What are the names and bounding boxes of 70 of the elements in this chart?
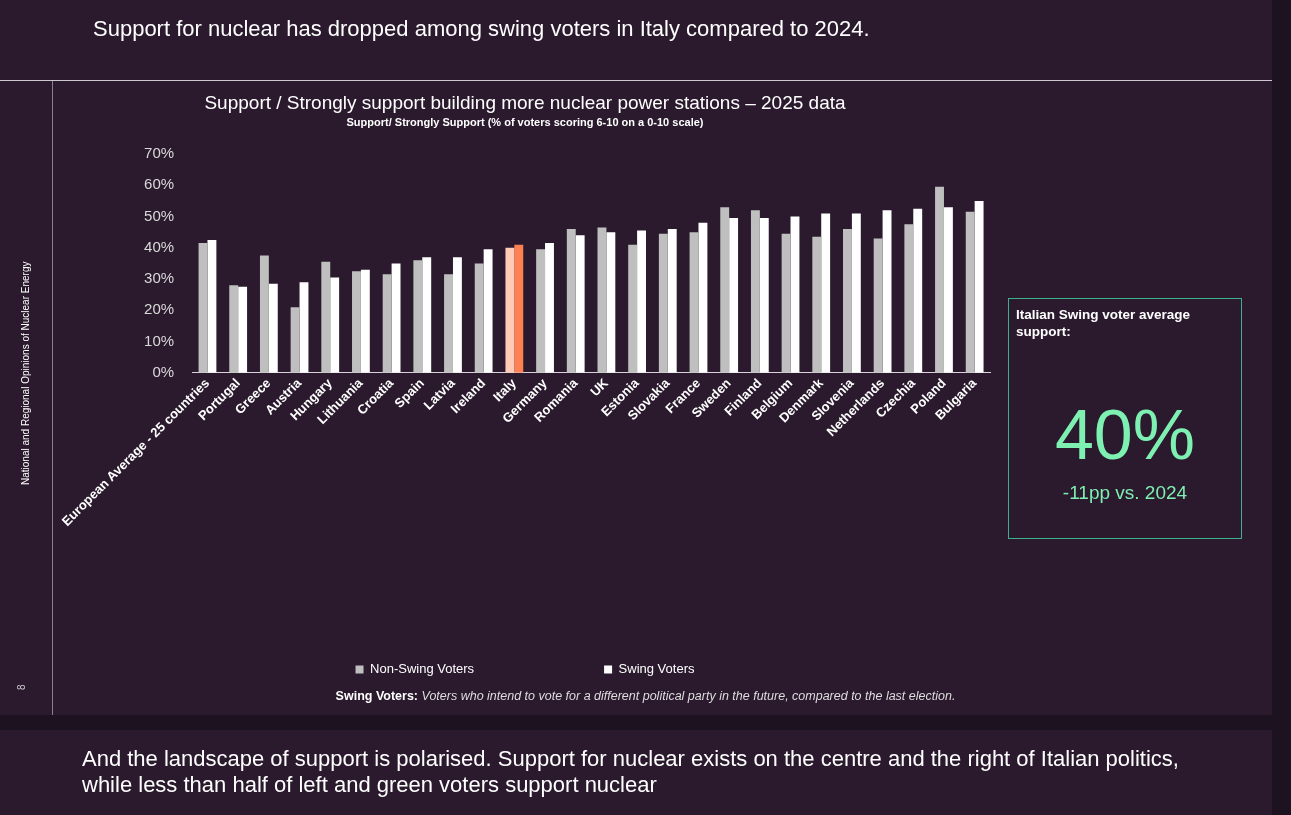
- y-tick-label: 20%: [144, 300, 175, 318]
- y-tick-label: 10%: [144, 331, 175, 349]
- bar: [330, 277, 340, 373]
- bar: [391, 263, 401, 373]
- bar: [444, 274, 453, 373]
- bar: [689, 232, 699, 373]
- bar: [843, 229, 852, 373]
- bar: [238, 286, 248, 373]
- text: Support for nuclear has dropped among swing voters in Italy compared to 2024.: [93, 16, 870, 42]
- bar: [483, 249, 493, 373]
- bar: [750, 210, 760, 373]
- bar: [321, 261, 331, 373]
- chart-title: Support / Strongly support building more nuclear power stations – 2025 data: [204, 91, 846, 113]
- bar: [974, 200, 984, 373]
- bar: [873, 238, 883, 373]
- y-tick-label: 40%: [144, 237, 175, 255]
- bar: [729, 218, 739, 373]
- bar: [566, 229, 576, 373]
- bar: [781, 233, 791, 373]
- bar: [851, 213, 861, 373]
- bar: [913, 208, 923, 373]
- bar: [904, 224, 914, 373]
- bar: [821, 213, 831, 373]
- bar: [360, 269, 370, 373]
- legend-label: Non-Swing Voters: [370, 661, 475, 677]
- bar: [943, 207, 953, 373]
- bar: [812, 236, 822, 373]
- bar: [413, 260, 423, 373]
- y-tick-label: 60%: [144, 175, 175, 193]
- text: And the landscape of support is polarised. Support for nuclear exists on the centre and the right of Italian politics, while less than half of left and green voters support nuclear: [82, 746, 1180, 798]
- bar: [259, 255, 269, 373]
- bar: [637, 230, 646, 373]
- bar: [698, 222, 708, 373]
- bar: [514, 244, 524, 373]
- bar: [667, 229, 677, 373]
- bar: [505, 247, 515, 373]
- text: -11pp vs. 2024: [1061, 482, 1189, 504]
- bar: [720, 207, 730, 373]
- bar: [268, 283, 278, 373]
- text: National and Regional Opinions of Nuclear Energy: [20, 260, 32, 485]
- bar: [474, 263, 484, 373]
- bar: [759, 218, 769, 373]
- y-tick-label: 30%: [144, 269, 175, 287]
- bar: [935, 186, 944, 373]
- text: Italian Swing voter average support:: [1016, 306, 1192, 340]
- bar: [882, 210, 892, 373]
- text: 8: [16, 684, 27, 690]
- bar: [575, 235, 585, 373]
- text: Voters who intend to vote for a different political party in the future, compared to the last election.: [421, 689, 956, 703]
- bar: [606, 232, 616, 373]
- text: Swing Voters:: [335, 689, 419, 703]
- bar: [352, 271, 361, 373]
- bar: [965, 211, 975, 373]
- bar: [597, 227, 607, 373]
- bar: [628, 244, 638, 373]
- bar: [422, 257, 432, 373]
- legend-label: Swing Voters: [618, 661, 695, 677]
- y-tick-label: 50%: [144, 206, 175, 224]
- bar: [536, 249, 546, 373]
- bar: [658, 233, 668, 373]
- y-tick-label: 70%: [144, 144, 175, 162]
- bar: [290, 307, 300, 373]
- chart-subtitle: Support/ Strongly Support (% of voters scoring 6-10 on a 0-10 scale): [346, 116, 704, 129]
- bar: [229, 285, 239, 373]
- bar: [207, 239, 217, 373]
- bar: [452, 257, 462, 373]
- bar: [382, 274, 392, 373]
- y-tick-label: 0%: [152, 362, 175, 380]
- bar: [545, 243, 554, 373]
- text: 40%: [1053, 395, 1197, 475]
